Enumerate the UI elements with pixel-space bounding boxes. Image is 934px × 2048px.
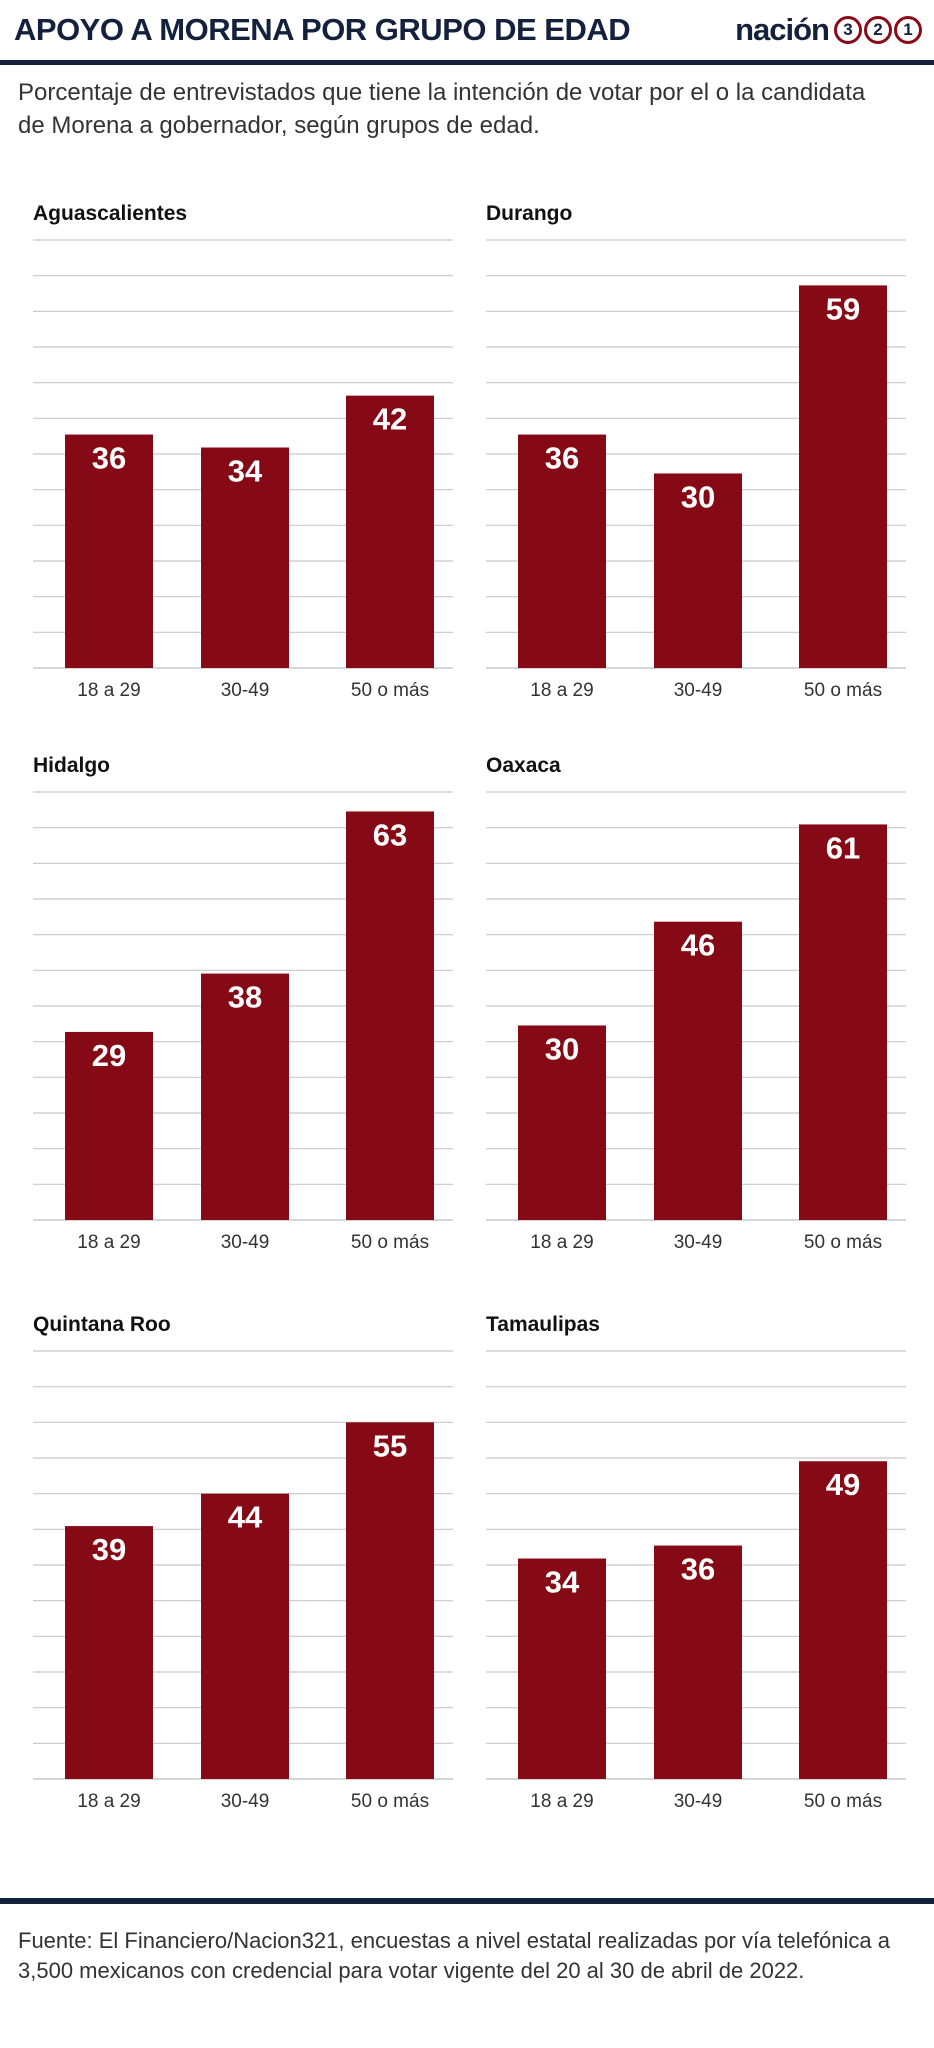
data-label: 34: [545, 1565, 580, 1600]
bar-chart: 34 18 a 29 36 30-49 49 50 o más: [486, 1350, 906, 1812]
data-label: 39: [92, 1532, 126, 1567]
subtitle: Porcentaje de entrevistados que tiene la…: [18, 79, 866, 139]
data-label: 34: [228, 454, 263, 489]
bar: [654, 473, 742, 668]
chart-panel-aguascalientes: 36 18 a 29 34 30-49 42 50 o más Aguascaliente…: [33, 202, 453, 722]
data-label: 30: [681, 479, 715, 514]
chart-panel-quintana-roo: 39 18 a 29 44 30-49 55 50 o más Quintana Roo: [33, 1313, 453, 1833]
data-label: 49: [826, 1467, 860, 1502]
data-label: 63: [373, 817, 407, 852]
bar: [346, 1422, 434, 1779]
bar-chart: 36 18 a 29 30 30-49 59 50 o más: [486, 239, 906, 701]
data-label: 36: [545, 441, 579, 476]
chart-panel-hidalgo: 29 18 a 29 38 30-49 63 50 o más Hidalgo: [33, 754, 453, 1274]
category-label: 50 o más: [804, 680, 882, 701]
category-label: 50 o más: [351, 680, 429, 701]
bar: [201, 1493, 289, 1779]
bar: [201, 447, 289, 668]
category-label: 50 o más: [804, 1791, 882, 1812]
logo-digit-2: 2: [864, 16, 892, 44]
category-label: 18 a 29: [77, 1791, 140, 1812]
data-label: 29: [92, 1038, 126, 1073]
category-label: 50 o más: [351, 1232, 429, 1253]
chart-title: Quintana Roo: [33, 1313, 171, 1336]
chart-title: Hidalgo: [33, 754, 110, 777]
header: APOYO A MORENA POR GRUPO DE EDAD nación …: [0, 0, 934, 62]
bar-chart: 39 18 a 29 44 30-49 55 50 o más: [33, 1350, 453, 1812]
category-label: 18 a 29: [530, 1232, 593, 1253]
category-label: 30-49: [674, 1791, 723, 1812]
category-label: 50 o más: [351, 1791, 429, 1812]
bar: [654, 1545, 742, 1779]
category-label: 30-49: [221, 680, 270, 701]
bar: [65, 1526, 153, 1779]
chart-panel-durango: 36 18 a 29 30 30-49 59 50 o más Durango: [486, 202, 906, 722]
page-title: APOYO A MORENA POR GRUPO DE EDAD: [14, 12, 631, 47]
bar: [65, 1031, 153, 1220]
category-label: 30-49: [221, 1232, 270, 1253]
data-label: 42: [373, 402, 407, 437]
category-label: 30-49: [221, 1791, 270, 1812]
bar-chart: 29 18 a 29 38 30-49 63 50 o más: [33, 791, 453, 1253]
brand-logo: nación 3 2 1: [735, 10, 922, 50]
logo-digit-3: 1: [894, 16, 922, 44]
category-label: 18 a 29: [77, 1232, 140, 1253]
chart-panel-tamaulipas: 34 18 a 29 36 30-49 49 50 o más Tamaulipas: [486, 1313, 906, 1833]
category-label: 30-49: [674, 680, 723, 701]
bar: [346, 395, 434, 668]
bar: [201, 973, 289, 1220]
data-label: 38: [228, 980, 262, 1015]
category-label: 18 a 29: [530, 1791, 593, 1812]
chart-panel-oaxaca: 30 18 a 29 46 30-49 61 50 o más Oaxaca: [486, 754, 906, 1274]
footer-divider: [0, 1898, 934, 1904]
data-label: 46: [681, 928, 715, 963]
category-label: 50 o más: [804, 1232, 882, 1253]
data-label: 55: [373, 1428, 407, 1463]
chart-title: Tamaulipas: [486, 1313, 600, 1336]
data-label: 36: [681, 1552, 715, 1587]
bar: [799, 824, 887, 1220]
bar-chart: 30 18 a 29 46 30-49 61 50 o más: [486, 791, 906, 1253]
data-label: 61: [826, 830, 860, 865]
bar: [518, 434, 606, 668]
bar-chart: 36 18 a 29 34 30-49 42 50 o más: [33, 239, 453, 701]
bar: [799, 1461, 887, 1779]
bar: [346, 811, 434, 1220]
chart-title: Oaxaca: [486, 754, 561, 777]
data-label: 59: [826, 291, 860, 326]
chart-title: Durango: [486, 202, 573, 225]
category-label: 18 a 29: [530, 680, 593, 701]
source-note: Fuente: El Financiero/Nacion321, encuest…: [18, 1928, 890, 1983]
logo-wordmark: nación: [735, 12, 830, 47]
chart-title: Aguascalientes: [33, 202, 188, 225]
logo-digit-1: 3: [834, 16, 862, 44]
data-label: 30: [545, 1031, 579, 1066]
category-label: 18 a 29: [77, 680, 140, 701]
bar: [654, 921, 742, 1220]
bar: [518, 1025, 606, 1220]
bar: [65, 434, 153, 668]
bar: [799, 285, 887, 668]
bar: [518, 1558, 606, 1779]
header-divider: [0, 60, 934, 65]
data-label: 44: [228, 1500, 263, 1535]
category-label: 30-49: [674, 1232, 723, 1253]
data-label: 36: [92, 441, 126, 476]
